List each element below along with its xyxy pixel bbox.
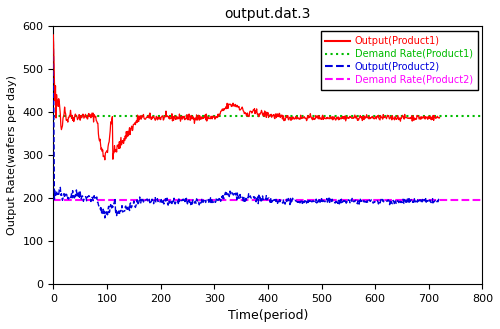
Legend: Output(Product1), Demand Rate(Product1), Output(Product2), Demand Rate(Product2): Output(Product1), Demand Rate(Product1),… [320, 31, 478, 89]
Title: output.dat.3: output.dat.3 [224, 7, 311, 21]
X-axis label: Time(period): Time(period) [228, 309, 308, 322]
Y-axis label: Output Rate(wafers per day): Output Rate(wafers per day) [7, 75, 17, 235]
